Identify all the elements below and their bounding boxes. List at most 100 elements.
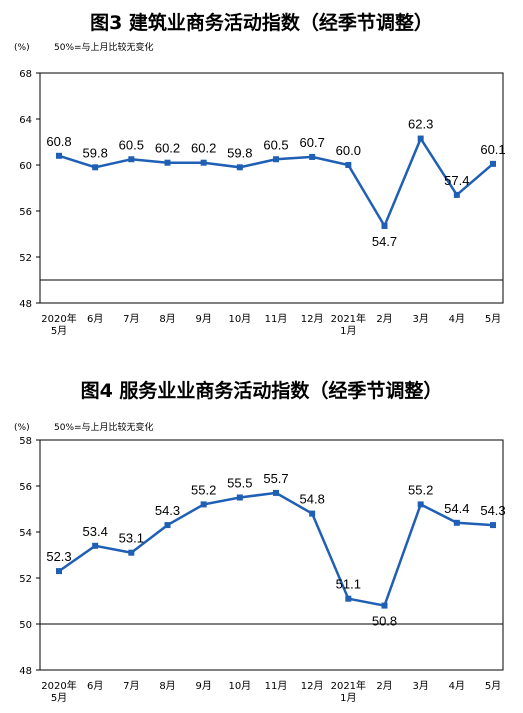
data-point-marker (236, 164, 243, 171)
y-tick-label: 52 (19, 253, 32, 264)
data-label: 54.3 (480, 503, 505, 518)
data-label: 62.3 (408, 117, 433, 132)
y-tick-label: 64 (19, 115, 32, 126)
data-label: 52.3 (46, 549, 71, 564)
data-label: 54.4 (444, 501, 469, 516)
x-tick-label: 1月 (340, 692, 356, 704)
x-tick-label: 4月 (449, 680, 465, 692)
data-point-marker (381, 222, 388, 229)
data-point-marker (56, 568, 62, 575)
chart-title: 图3 建筑业商务活动指数（经季节调整） (90, 12, 433, 34)
data-point-marker (128, 549, 135, 556)
data-point-marker (453, 191, 460, 198)
data-point-marker (164, 159, 171, 166)
x-tick-label: 2021年 (331, 679, 366, 692)
data-point-marker (92, 164, 99, 171)
data-label: 54.3 (155, 503, 180, 518)
data-point-marker (453, 519, 460, 526)
chart-title: 图4 服务业业商务活动指数（经季节调整） (80, 380, 443, 402)
data-point-marker (200, 159, 207, 166)
data-label: 59.8 (227, 145, 252, 160)
x-tick-label: 2月 (376, 680, 392, 692)
x-tick-label: 4月 (449, 313, 465, 325)
data-point-marker (381, 602, 388, 609)
data-label: 60.8 (46, 134, 71, 149)
data-label: 54.7 (372, 234, 397, 249)
data-point-marker (273, 489, 279, 496)
data-label: 53.4 (83, 524, 108, 539)
y-axis-unit: (%) (14, 423, 30, 433)
x-tick-label: 7月 (123, 680, 139, 692)
x-tick-label: 10月 (228, 313, 251, 325)
x-tick-label: 5月 (485, 680, 501, 692)
data-point-marker (200, 501, 207, 508)
x-tick-label: 9月 (195, 313, 211, 325)
x-tick-label: 2020年 (41, 679, 76, 692)
x-tick-label: 2021年 (331, 312, 366, 325)
x-tick-label: 10月 (228, 680, 251, 692)
y-tick-label: 56 (19, 482, 32, 493)
x-tick-label: 12月 (301, 680, 324, 692)
data-label: 53.1 (119, 531, 144, 546)
data-label: 55.5 (227, 476, 252, 491)
chart-note: 50%=与上月比较无变化 (54, 421, 154, 433)
x-tick-label: 8月 (159, 313, 175, 325)
x-tick-label: 5月 (51, 325, 67, 337)
chart-note: 50%=与上月比较无变化 (54, 41, 154, 53)
x-tick-label: 9月 (195, 680, 211, 692)
data-label: 60.5 (119, 137, 144, 152)
series-line (58, 491, 494, 608)
data-point-marker (56, 152, 62, 159)
y-tick-label: 50 (19, 620, 32, 631)
data-label: 60.2 (155, 141, 180, 156)
data-label: 54.8 (300, 492, 325, 507)
data-label: 57.4 (444, 173, 469, 188)
data-label: 51.1 (336, 577, 361, 592)
y-tick-label: 48 (19, 299, 32, 310)
data-label: 60.2 (191, 141, 216, 156)
data-label: 60.1 (480, 142, 505, 157)
y-tick-label: 60 (19, 161, 32, 172)
x-tick-label: 8月 (159, 680, 175, 692)
data-label: 55.7 (263, 471, 288, 486)
data-point-marker (417, 135, 424, 142)
x-tick-label: 12月 (301, 313, 324, 325)
x-tick-label: 1月 (340, 325, 356, 337)
data-point-marker (164, 522, 171, 529)
data-point-marker (490, 522, 496, 529)
x-tick-label: 3月 (412, 680, 428, 692)
data-point-marker (236, 494, 243, 501)
data-point-marker (309, 510, 316, 517)
x-tick-label: 5月 (485, 313, 501, 325)
x-tick-label: 7月 (123, 313, 139, 325)
data-point-marker (273, 156, 279, 163)
data-label: 55.2 (408, 482, 433, 497)
y-tick-label: 56 (19, 207, 32, 218)
y-tick-label: 58 (19, 436, 32, 447)
data-label: 60.5 (263, 137, 288, 152)
data-point-marker (490, 160, 496, 167)
x-tick-label: 11月 (265, 680, 288, 692)
x-tick-label: 5月 (51, 692, 67, 704)
y-tick-label: 54 (19, 528, 32, 539)
x-tick-label: 3月 (412, 313, 428, 325)
data-point-marker (128, 156, 135, 163)
y-tick-label: 68 (19, 69, 32, 80)
x-tick-label: 6月 (87, 313, 103, 325)
data-label: 55.2 (191, 482, 216, 497)
plot-frame (39, 439, 504, 671)
data-point-marker (309, 153, 316, 160)
data-point-marker (417, 501, 424, 508)
plot-frame (39, 72, 504, 304)
data-label: 60.0 (336, 143, 361, 158)
data-point-marker (345, 162, 352, 168)
x-tick-label: 2月 (376, 313, 392, 325)
y-tick-label: 52 (19, 574, 32, 585)
y-tick-label: 48 (19, 666, 32, 677)
data-label: 59.8 (83, 145, 108, 160)
y-axis-unit: (%) (14, 43, 30, 53)
data-label: 60.7 (300, 135, 325, 150)
x-tick-label: 11月 (265, 313, 288, 325)
